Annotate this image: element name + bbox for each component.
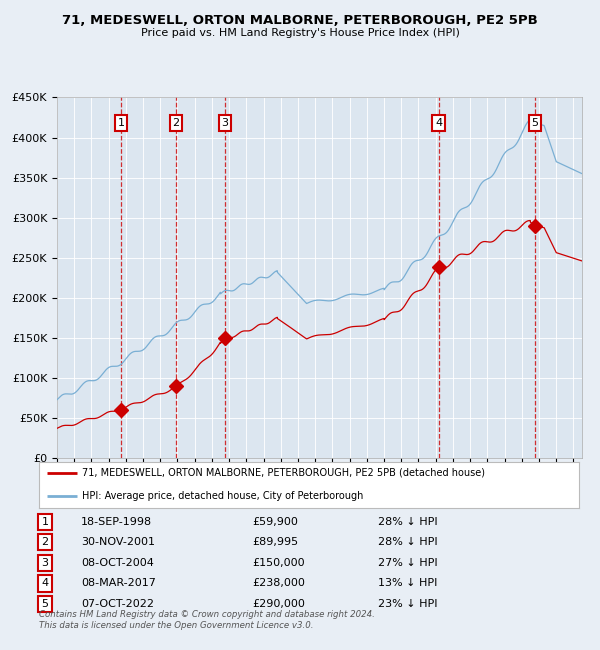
Text: 3: 3: [41, 558, 49, 568]
Text: 08-MAR-2017: 08-MAR-2017: [81, 578, 156, 588]
Text: This data is licensed under the Open Government Licence v3.0.: This data is licensed under the Open Gov…: [39, 621, 314, 630]
Text: 28% ↓ HPI: 28% ↓ HPI: [378, 517, 437, 526]
Text: 4: 4: [435, 118, 442, 128]
Text: 2: 2: [41, 538, 49, 547]
Text: 23% ↓ HPI: 23% ↓ HPI: [378, 599, 437, 609]
Text: £290,000: £290,000: [252, 599, 305, 609]
Text: 08-OCT-2004: 08-OCT-2004: [81, 558, 154, 568]
Text: £238,000: £238,000: [252, 578, 305, 588]
Text: 5: 5: [41, 599, 49, 609]
Text: 28% ↓ HPI: 28% ↓ HPI: [378, 538, 437, 547]
Text: 3: 3: [221, 118, 229, 128]
Text: 27% ↓ HPI: 27% ↓ HPI: [378, 558, 437, 568]
Text: HPI: Average price, detached house, City of Peterborough: HPI: Average price, detached house, City…: [82, 491, 364, 501]
Text: 2: 2: [173, 118, 179, 128]
Text: 1: 1: [41, 517, 49, 526]
Text: Contains HM Land Registry data © Crown copyright and database right 2024.: Contains HM Land Registry data © Crown c…: [39, 610, 375, 619]
Text: £150,000: £150,000: [252, 558, 305, 568]
Text: 07-OCT-2022: 07-OCT-2022: [81, 599, 154, 609]
Text: 71, MEDESWELL, ORTON MALBORNE, PETERBOROUGH, PE2 5PB (detached house): 71, MEDESWELL, ORTON MALBORNE, PETERBORO…: [82, 468, 485, 478]
Text: 13% ↓ HPI: 13% ↓ HPI: [378, 578, 437, 588]
Text: 71, MEDESWELL, ORTON MALBORNE, PETERBOROUGH, PE2 5PB: 71, MEDESWELL, ORTON MALBORNE, PETERBORO…: [62, 14, 538, 27]
Text: 30-NOV-2001: 30-NOV-2001: [81, 538, 155, 547]
Text: Price paid vs. HM Land Registry's House Price Index (HPI): Price paid vs. HM Land Registry's House …: [140, 28, 460, 38]
Text: 5: 5: [532, 118, 539, 128]
Text: 18-SEP-1998: 18-SEP-1998: [81, 517, 152, 526]
Text: £59,900: £59,900: [252, 517, 298, 526]
Text: 4: 4: [41, 578, 49, 588]
Text: £89,995: £89,995: [252, 538, 298, 547]
Text: 1: 1: [118, 118, 125, 128]
